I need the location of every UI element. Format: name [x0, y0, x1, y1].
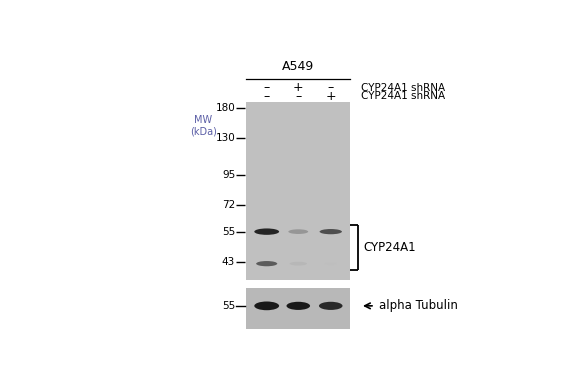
Text: 180: 180	[215, 103, 235, 113]
Text: CYP24A1: CYP24A1	[364, 241, 416, 254]
Ellipse shape	[254, 228, 279, 235]
Text: alpha Tubulin: alpha Tubulin	[378, 299, 457, 312]
Ellipse shape	[256, 261, 277, 266]
Ellipse shape	[325, 262, 337, 265]
Bar	[246, 288, 350, 329]
Text: –: –	[264, 81, 270, 94]
Ellipse shape	[319, 302, 343, 310]
Text: 72: 72	[222, 200, 235, 211]
Text: 130: 130	[215, 133, 235, 144]
Text: MW
(kDa): MW (kDa)	[190, 115, 217, 137]
Ellipse shape	[288, 229, 308, 234]
Text: 95: 95	[222, 170, 235, 180]
Text: 55: 55	[222, 227, 235, 237]
Text: –: –	[264, 90, 270, 103]
Ellipse shape	[286, 302, 310, 310]
Ellipse shape	[254, 302, 279, 310]
Text: 43: 43	[222, 257, 235, 267]
Text: +: +	[325, 90, 336, 103]
Ellipse shape	[290, 262, 307, 266]
Ellipse shape	[320, 229, 342, 234]
Text: +: +	[293, 81, 304, 94]
Text: –: –	[295, 90, 301, 103]
Text: CYP24A1 shRNA: CYP24A1 shRNA	[361, 82, 446, 93]
Bar	[246, 102, 350, 280]
Text: A549: A549	[282, 60, 314, 73]
Text: 55: 55	[222, 301, 235, 311]
Text: CYP24A1 shRNA: CYP24A1 shRNA	[361, 91, 446, 101]
Text: –: –	[328, 81, 334, 94]
